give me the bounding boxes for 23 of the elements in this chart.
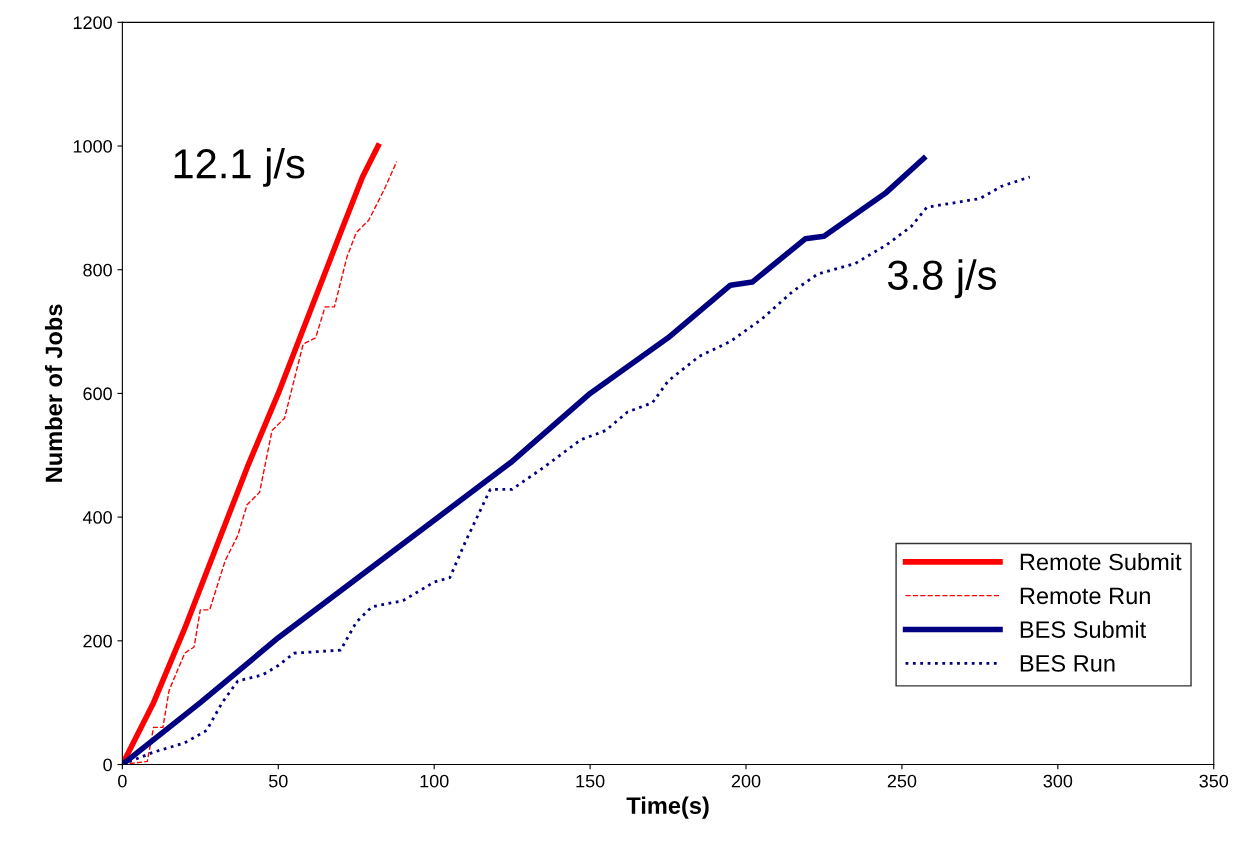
- legend-label: BES Submit: [1020, 620, 1146, 638]
- legend-label: BES Run: [1020, 655, 1115, 672]
- y-tick-label: 400: [82, 511, 112, 524]
- annotation: 12.1 j/s: [174, 148, 305, 187]
- x-tick-label: 250: [887, 774, 917, 788]
- x-tick-label: 150: [576, 774, 605, 788]
- y-tick-label: 1200: [73, 16, 112, 30]
- x-tick-label: 200: [731, 774, 761, 788]
- y-tick-label: 200: [83, 634, 112, 648]
- x-tick-label: 300: [1043, 774, 1073, 788]
- x-axis-title: Time(s): [626, 796, 709, 819]
- y-tick-label: 600: [83, 387, 112, 401]
- legend-label: Remote Submit: [1020, 553, 1182, 571]
- x-tick-label: 50: [268, 774, 288, 788]
- annotation: 3.8 j/s: [887, 259, 996, 299]
- legend-label: Remote Run: [1020, 587, 1150, 605]
- y-axis-title: Number of Jobs: [44, 304, 63, 482]
- x-tick-label: 350: [1199, 774, 1229, 788]
- x-tick-label: 100: [420, 774, 449, 788]
- y-tick-label: 0: [103, 758, 112, 772]
- x-tick-label: 0: [118, 774, 127, 788]
- y-tick-label: 800: [83, 263, 112, 277]
- y-tick-label: 1000: [73, 139, 112, 153]
